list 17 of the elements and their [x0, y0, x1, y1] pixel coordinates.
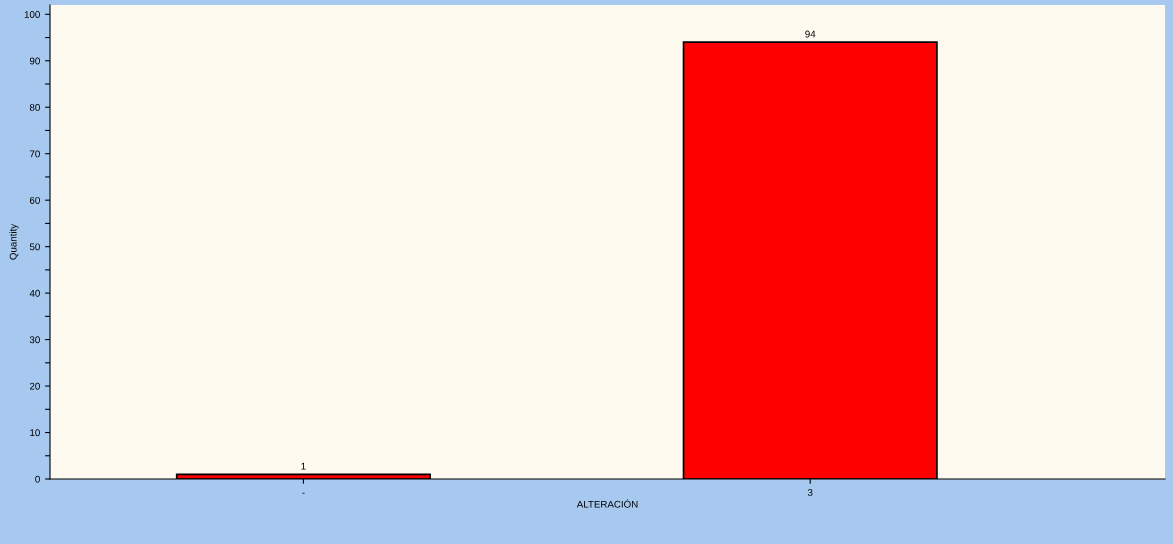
x-tick-label: 3 [807, 488, 813, 496]
y-tick-label: 80 [29, 103, 40, 111]
data-label: 94 [805, 30, 816, 38]
x-axis-title: ALTERACIÓN [576, 499, 638, 508]
y-tick-label: 50 [29, 243, 40, 251]
y-tick-label: 20 [29, 382, 40, 390]
y-tick-label: 90 [29, 57, 40, 65]
x-tick-label: - [302, 492, 305, 494]
y-tick-label: 40 [29, 289, 40, 297]
y-tick-label: 60 [29, 196, 40, 204]
y-axis-title: Quantity [9, 223, 19, 260]
y-tick-label: 100 [24, 11, 40, 18]
y-tick-label: 0 [35, 475, 40, 483]
y-tick-label: 70 [29, 150, 40, 158]
y-tick-label: 30 [29, 336, 40, 344]
y-tick-label: 10 [30, 429, 40, 437]
data-label: 1 [301, 462, 306, 470]
